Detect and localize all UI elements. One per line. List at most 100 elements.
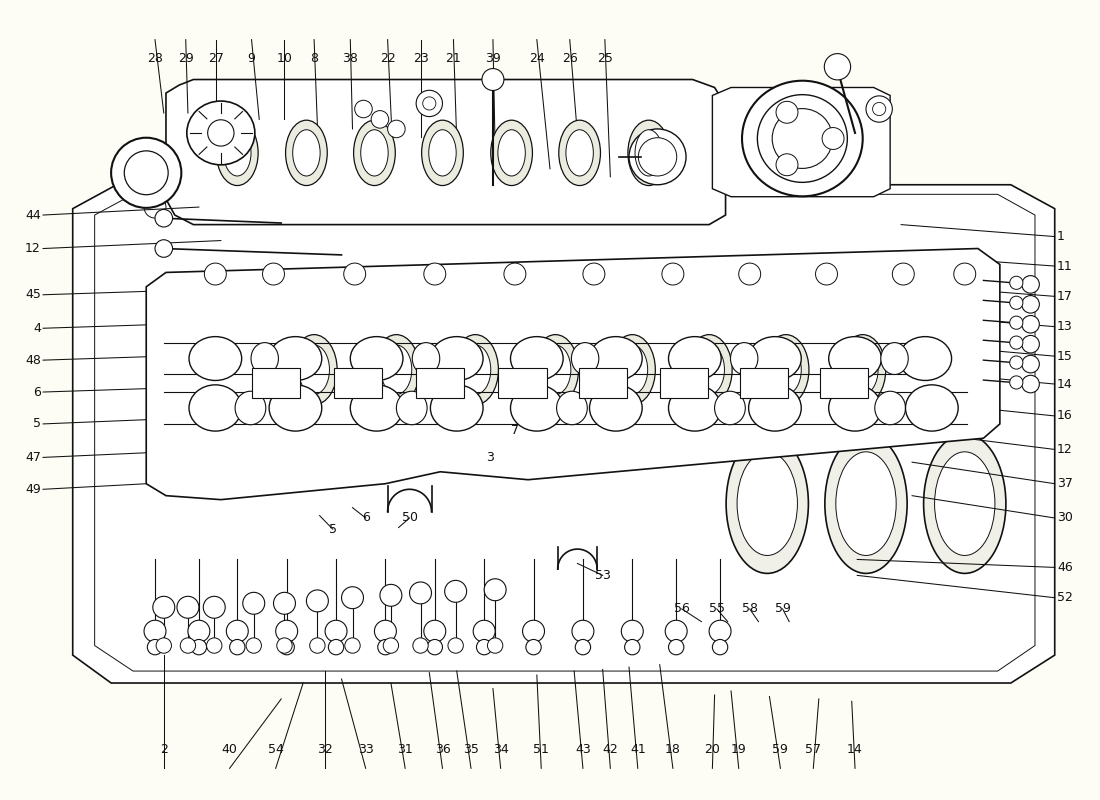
Text: 48: 48: [25, 354, 41, 366]
Text: 23: 23: [412, 52, 428, 65]
FancyBboxPatch shape: [579, 368, 627, 398]
Circle shape: [155, 210, 173, 227]
Text: 45: 45: [25, 288, 41, 302]
Circle shape: [412, 638, 428, 654]
FancyBboxPatch shape: [252, 368, 300, 398]
Circle shape: [473, 620, 495, 642]
Circle shape: [422, 97, 436, 110]
Ellipse shape: [935, 452, 994, 555]
Ellipse shape: [361, 130, 388, 176]
Circle shape: [344, 638, 360, 654]
Ellipse shape: [609, 334, 656, 405]
Circle shape: [666, 620, 688, 642]
Ellipse shape: [396, 391, 427, 425]
Text: 37: 37: [1057, 478, 1072, 490]
Ellipse shape: [217, 120, 258, 186]
Circle shape: [1022, 276, 1040, 293]
Circle shape: [277, 638, 293, 654]
Ellipse shape: [350, 385, 403, 431]
Text: 16: 16: [1057, 410, 1072, 422]
Text: 41: 41: [630, 743, 646, 756]
Ellipse shape: [874, 391, 905, 425]
Ellipse shape: [292, 334, 337, 405]
Text: 1: 1: [1057, 230, 1065, 243]
Ellipse shape: [905, 385, 958, 431]
Ellipse shape: [669, 385, 722, 431]
Circle shape: [550, 196, 572, 218]
Ellipse shape: [510, 337, 563, 381]
FancyBboxPatch shape: [820, 368, 868, 398]
Text: 13: 13: [1057, 320, 1072, 333]
Circle shape: [1010, 336, 1023, 349]
Ellipse shape: [772, 109, 833, 169]
Text: 46: 46: [1057, 561, 1072, 574]
Ellipse shape: [749, 337, 801, 381]
Circle shape: [872, 102, 886, 115]
Circle shape: [815, 263, 837, 285]
Text: 44: 44: [25, 209, 41, 222]
Ellipse shape: [749, 385, 801, 431]
Circle shape: [307, 590, 329, 612]
Circle shape: [444, 580, 466, 602]
Circle shape: [371, 110, 388, 128]
Circle shape: [383, 638, 398, 654]
Ellipse shape: [737, 452, 797, 555]
Circle shape: [504, 263, 526, 285]
Circle shape: [662, 263, 684, 285]
Text: 59: 59: [772, 743, 789, 756]
Ellipse shape: [825, 434, 908, 574]
Ellipse shape: [251, 342, 278, 374]
Ellipse shape: [381, 345, 411, 394]
Circle shape: [526, 639, 541, 655]
Circle shape: [243, 592, 265, 614]
Text: 55: 55: [708, 602, 725, 615]
Ellipse shape: [590, 385, 642, 431]
Ellipse shape: [694, 345, 725, 394]
Ellipse shape: [638, 138, 676, 176]
Text: 51: 51: [534, 743, 549, 756]
Ellipse shape: [758, 94, 847, 182]
Circle shape: [1010, 316, 1023, 330]
Circle shape: [326, 620, 346, 642]
FancyBboxPatch shape: [660, 368, 708, 398]
Circle shape: [263, 263, 285, 285]
Ellipse shape: [498, 130, 526, 176]
Ellipse shape: [686, 334, 733, 405]
Ellipse shape: [235, 391, 266, 425]
Ellipse shape: [430, 337, 483, 381]
Circle shape: [427, 639, 442, 655]
Circle shape: [424, 263, 446, 285]
Text: 9: 9: [248, 52, 255, 65]
Ellipse shape: [293, 130, 320, 176]
Text: 52: 52: [1057, 591, 1072, 604]
Ellipse shape: [629, 129, 686, 185]
Ellipse shape: [187, 101, 255, 165]
Circle shape: [822, 127, 844, 150]
Circle shape: [1010, 276, 1023, 290]
Circle shape: [205, 263, 227, 285]
Text: 40: 40: [222, 743, 238, 756]
Ellipse shape: [742, 81, 862, 196]
Circle shape: [180, 638, 196, 654]
Polygon shape: [73, 185, 1055, 683]
Ellipse shape: [452, 334, 498, 405]
Circle shape: [221, 196, 243, 218]
Text: 7: 7: [510, 424, 519, 437]
Text: 32: 32: [317, 743, 333, 756]
Text: 19: 19: [730, 743, 747, 756]
Text: 47: 47: [25, 451, 41, 464]
Circle shape: [484, 578, 506, 601]
Circle shape: [625, 639, 640, 655]
Circle shape: [409, 582, 431, 604]
Text: eurospares: eurospares: [517, 510, 979, 642]
Ellipse shape: [286, 120, 328, 186]
Circle shape: [669, 639, 684, 655]
Ellipse shape: [223, 130, 251, 176]
Ellipse shape: [571, 342, 598, 374]
Circle shape: [1022, 375, 1040, 393]
Ellipse shape: [460, 345, 491, 394]
Circle shape: [448, 638, 463, 654]
Text: 35: 35: [463, 743, 478, 756]
Text: 8: 8: [310, 52, 318, 65]
Ellipse shape: [899, 337, 952, 381]
